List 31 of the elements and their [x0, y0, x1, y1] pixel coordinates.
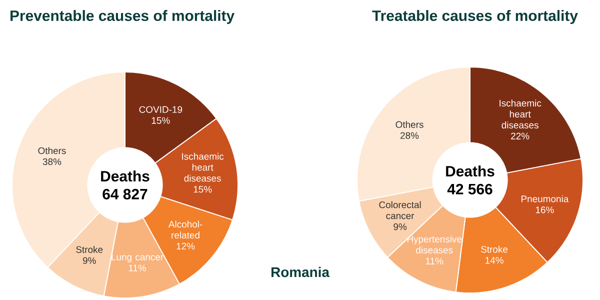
data-label: 22% [511, 132, 530, 140]
text: 42 566 [447, 184, 492, 194]
slice-label: Pneumonia [522, 195, 569, 202]
slice-label: Others [38, 147, 66, 154]
slice-label: COVID-19 [139, 106, 182, 113]
slice-label: Stroke [481, 246, 508, 253]
data-label: 9% [82, 257, 96, 264]
data-label: 12% [176, 242, 195, 250]
text: Romania [271, 266, 330, 278]
text: Deaths [446, 166, 494, 177]
slice-label: Alcohol-related [168, 220, 202, 239]
slice-label: Others [396, 120, 424, 128]
slice-label: Hypertensive diseases [408, 236, 462, 254]
text: 64 827 [102, 188, 148, 200]
data-label: 14% [486, 257, 504, 264]
slice-label: Ischaemic heart diseases [500, 100, 542, 128]
data-label: 15% [194, 186, 212, 193]
data-label: 15% [152, 117, 170, 124]
slice-label: Ischaemic heart diseases [182, 152, 224, 182]
text: Deaths [101, 170, 150, 182]
data-label: 9% [394, 223, 407, 230]
slice-label: Colorectal cancer [379, 201, 421, 220]
slice-label: Stroke [76, 246, 103, 253]
data-label: 11% [426, 258, 444, 264]
chart-title: Preventable causes of mortality [10, 10, 235, 24]
chart-title: Treatable causes of mortality [372, 10, 578, 24]
data-label: 28% [400, 132, 419, 139]
data-label: 16% [536, 206, 554, 214]
slice-label: Lung cancer [112, 254, 164, 262]
data-label: 11% [128, 264, 146, 272]
data-label: 38% [42, 158, 62, 166]
